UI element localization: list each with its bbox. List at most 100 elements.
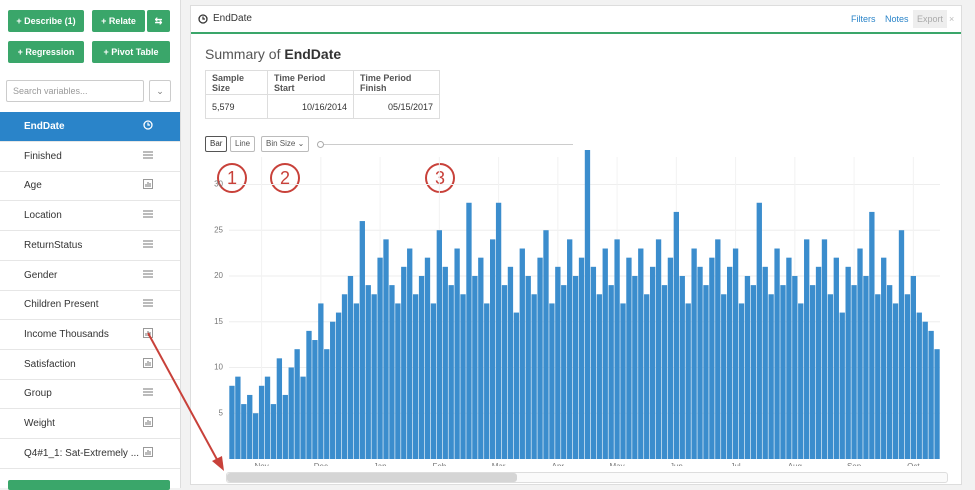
summary-name: EndDate — [284, 46, 342, 62]
bar — [744, 275, 751, 459]
variable-row[interactable]: Finished — [0, 142, 180, 172]
bar — [620, 303, 626, 459]
bar — [916, 312, 922, 459]
variable-row[interactable]: Children Present — [0, 290, 180, 321]
filters-link[interactable]: Filters — [851, 14, 876, 24]
bar — [377, 257, 383, 459]
bar — [732, 248, 739, 459]
variable-name: Children Present — [24, 299, 99, 311]
variable-icon — [143, 179, 153, 190]
bar — [247, 394, 253, 459]
variable-row[interactable]: Gender — [0, 261, 180, 291]
variable-icon — [143, 270, 153, 277]
bar — [495, 202, 502, 459]
variable-row[interactable]: EndDate — [0, 112, 180, 142]
x-tick-label: Nov — [254, 462, 268, 466]
variable-name: EndDate — [24, 121, 65, 132]
bar — [667, 257, 674, 459]
variable-icon — [143, 299, 153, 307]
relate-button[interactable]: + Relate — [92, 10, 145, 32]
summary-title: Summary of EndDate — [205, 46, 341, 62]
bar — [774, 248, 780, 459]
bar — [661, 285, 668, 459]
bar — [466, 202, 472, 459]
variable-row[interactable]: ReturnStatus — [0, 231, 180, 261]
bar — [827, 294, 834, 459]
bar — [359, 221, 365, 459]
bar — [418, 275, 425, 459]
x-tick-label: Feb — [432, 462, 446, 466]
bar — [833, 257, 839, 459]
bar — [324, 349, 330, 459]
variable-icon — [143, 120, 153, 130]
bar — [300, 376, 306, 459]
table-header: Time Period Finish — [353, 70, 440, 95]
scroll-thumb[interactable] — [227, 473, 517, 482]
bar — [306, 330, 312, 459]
export-button[interactable]: Export — [913, 10, 948, 28]
variable-row[interactable]: Location — [0, 201, 180, 232]
bar — [531, 294, 537, 459]
bar — [738, 303, 745, 459]
bar — [780, 285, 786, 459]
annotation: 3 — [425, 163, 455, 193]
bar — [549, 303, 555, 459]
bar — [750, 285, 757, 459]
bar — [318, 303, 324, 459]
pivot-table-button[interactable]: + Pivot Table — [92, 41, 170, 63]
variable-icon — [143, 210, 153, 218]
bar — [507, 266, 514, 459]
bar — [282, 394, 288, 459]
swap-button[interactable]: ⇆ — [147, 10, 170, 32]
bar-toggle[interactable]: Bar — [205, 136, 228, 152]
y-tick-label: 20 — [214, 271, 223, 280]
bin-size-dropdown[interactable]: Bin Size ⌄ — [261, 136, 310, 152]
x-tick-label: Sep — [847, 462, 862, 466]
bar — [845, 266, 851, 459]
bar — [809, 285, 816, 459]
variable-icon — [143, 240, 153, 248]
describe-button[interactable]: + Describe (1) — [8, 10, 84, 32]
bar — [513, 312, 520, 459]
variable-row[interactable]: Age — [0, 171, 180, 202]
search-dropdown[interactable]: ⌄ — [149, 80, 171, 102]
regression-button[interactable]: + Regression — [8, 41, 84, 63]
variable-row[interactable]: Weight — [0, 409, 180, 439]
variable-icon — [143, 357, 153, 368]
annotation: 2 — [270, 163, 300, 193]
panel-header: EndDate Filters Notes Export × — [191, 6, 961, 34]
variable-row[interactable]: Q4#1_1: Sat-Extremely ... — [0, 439, 180, 469]
bar — [371, 294, 377, 459]
bin-slider[interactable] — [319, 144, 573, 145]
search-input[interactable]: Search variables... — [6, 80, 144, 102]
close-button[interactable]: × — [949, 14, 955, 24]
bar — [525, 275, 531, 459]
add-button[interactable] — [8, 480, 170, 490]
bar — [721, 294, 727, 459]
bar — [649, 266, 656, 459]
bar — [484, 303, 490, 459]
bar — [703, 285, 709, 459]
scrollbar[interactable] — [226, 472, 948, 483]
x-tick-label: Jul — [730, 462, 740, 466]
y-tick-label: 10 — [214, 363, 223, 372]
annotation: 1 — [217, 163, 247, 193]
notes-link[interactable]: Notes — [885, 14, 909, 24]
slider-handle[interactable] — [317, 141, 324, 148]
variable-name: ReturnStatus — [24, 239, 83, 251]
variable-icon — [143, 388, 153, 396]
variable-name: Gender — [24, 269, 58, 281]
variable-row[interactable]: Satisfaction — [0, 350, 180, 380]
bar — [572, 275, 579, 459]
x-tick-label: Aug — [788, 462, 802, 466]
summary-prefix: Summary of — [205, 46, 281, 62]
bar — [691, 248, 697, 459]
line-toggle[interactable]: Line — [230, 136, 256, 152]
bar — [892, 303, 899, 459]
bar — [614, 239, 620, 459]
x-tick-label: Jan — [374, 462, 387, 466]
variable-icon — [143, 417, 153, 427]
bar — [875, 294, 881, 459]
variable-row[interactable]: Group — [0, 379, 180, 410]
